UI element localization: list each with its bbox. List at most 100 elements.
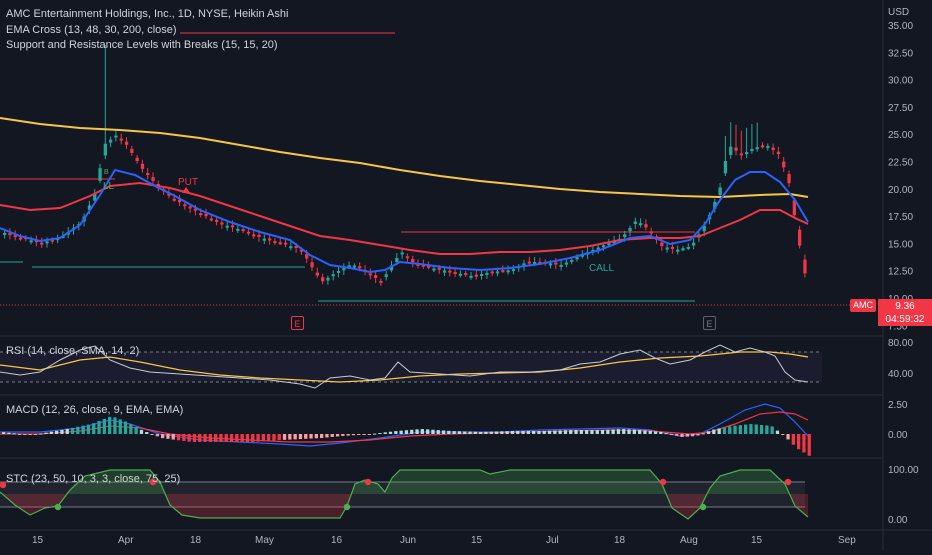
candle-body — [183, 204, 187, 207]
candle-body — [511, 269, 516, 272]
candle-body — [289, 246, 293, 249]
earnings-marker-upcoming[interactable]: E — [703, 316, 716, 330]
candle-body — [389, 265, 394, 271]
candle-body — [98, 168, 102, 181]
macd-histogram-bar — [420, 429, 424, 434]
time-axis[interactable]: 15 Apr 18 May 16 Jun 15 Jul 18 Aug 15 Se… — [32, 535, 856, 546]
candle-body — [501, 270, 505, 273]
time-tick: Jun — [400, 535, 416, 546]
macd-histogram-bar — [632, 429, 636, 434]
price-tick: 20.00 — [888, 185, 913, 196]
macd-histogram-bar — [145, 432, 149, 434]
macd-histogram-bar — [505, 431, 509, 434]
macd-histogram-bar — [590, 430, 594, 434]
main-legend[interactable]: AMC Entertainment Holdings, Inc., 1D, NY… — [6, 8, 289, 20]
macd-histogram-bar — [638, 429, 642, 434]
candle-body — [538, 261, 542, 264]
macd-histogram-bar — [797, 434, 801, 450]
candle-body — [490, 271, 494, 274]
macd-histogram-bar — [113, 417, 117, 434]
candle-body — [379, 280, 383, 283]
ema-legend[interactable]: EMA Cross (13, 48, 30, 200, close) — [6, 24, 177, 36]
candle-body — [140, 163, 145, 169]
macd-histogram-bar — [224, 434, 228, 442]
macd-histogram-bar — [436, 430, 440, 434]
macd-histogram-bar — [574, 430, 578, 434]
time-tick: 18 — [190, 535, 202, 546]
candle-body — [670, 246, 675, 249]
macd-histogram-bar — [479, 431, 483, 434]
macd-histogram-bar — [579, 430, 583, 434]
candle-body — [506, 270, 510, 273]
candle-body — [310, 262, 314, 268]
macd-histogram-bar — [49, 431, 53, 434]
macd-histogram-bar — [12, 433, 16, 435]
macd-histogram-bar — [378, 433, 382, 435]
macd-histogram-bar — [500, 431, 504, 434]
macd-histogram-bar — [733, 425, 737, 434]
price-tick: 17.50 — [888, 212, 913, 223]
macd-histogram-bar — [187, 434, 191, 442]
candle-body — [273, 241, 277, 244]
symbol-tag: AMC — [850, 299, 876, 312]
macd-histogram-bar — [39, 433, 43, 435]
rsi-legend[interactable]: RSI (14, close, SMA, 14, 2) — [6, 345, 140, 357]
macd-histogram-bar — [606, 429, 610, 434]
macd-histogram-bar — [325, 434, 329, 438]
candle-body — [321, 277, 325, 282]
macd-histogram-bar — [203, 434, 207, 442]
candle-body — [209, 218, 213, 221]
macd-histogram-bar — [595, 430, 599, 434]
candle-body — [204, 213, 208, 217]
macd-histogram-bar — [802, 434, 806, 453]
candle-body — [554, 262, 558, 265]
candle-body — [734, 147, 738, 151]
candle-body — [575, 257, 579, 260]
macd-histogram-bar — [229, 434, 234, 442]
stc-layer — [0, 469, 809, 520]
macd-histogram-bar — [60, 429, 64, 434]
macd-histogram-bar — [775, 430, 780, 434]
macd-histogram-bar — [648, 430, 652, 434]
macd-histogram-bar — [701, 433, 705, 435]
currency-label: USD — [888, 7, 909, 18]
candle-body — [427, 265, 431, 268]
macd-histogram-bar — [76, 426, 80, 434]
earnings-marker[interactable]: E — [291, 316, 304, 330]
candle-body — [374, 275, 378, 278]
candle-body — [347, 265, 351, 268]
candle-body — [45, 241, 49, 244]
price-axis[interactable]: 35.00 32.50 30.00 27.50 25.00 22.50 20.00 17.50… — [888, 21, 913, 332]
time-tick: 15 — [471, 535, 483, 546]
macd-histogram-bar — [65, 428, 69, 434]
time-tick: 16 — [331, 535, 343, 546]
macd-legend[interactable]: MACD (12, 26, close, 9, EMA, EMA) — [6, 404, 184, 416]
macd-histogram-bar — [240, 434, 244, 442]
call-signal-label: CALL — [589, 263, 614, 274]
time-tick: 15 — [32, 535, 44, 546]
candle-body — [352, 265, 357, 268]
macd-histogram-bar — [267, 434, 271, 441]
stc-legend[interactable]: STC (23, 50, 10, 3, 3, close, 75, 25) — [6, 473, 181, 485]
macd-histogram-bar — [123, 421, 128, 434]
last-price-value: 9.36 — [895, 301, 915, 312]
macd-histogram-bar — [373, 433, 377, 435]
stc-band — [0, 482, 805, 507]
sr-legend[interactable]: Support and Resistance Levels with Break… — [6, 39, 278, 51]
candle-body — [230, 225, 235, 228]
candle-body — [109, 139, 113, 143]
candle-body — [469, 275, 473, 278]
price-tick: 30.00 — [888, 76, 913, 87]
candle-body — [760, 145, 765, 148]
macd-histogram-bar — [314, 434, 318, 439]
candle-body — [803, 259, 807, 274]
candle-body — [225, 225, 229, 228]
macd-histogram-bar — [70, 427, 75, 434]
macd-histogram-bar — [754, 424, 758, 434]
macd-histogram-bar — [712, 429, 716, 434]
macd-histogram-bar — [553, 430, 557, 434]
last-price-tag: 9.36 04:59:32 — [878, 299, 932, 326]
time-tick: Apr — [118, 535, 134, 546]
